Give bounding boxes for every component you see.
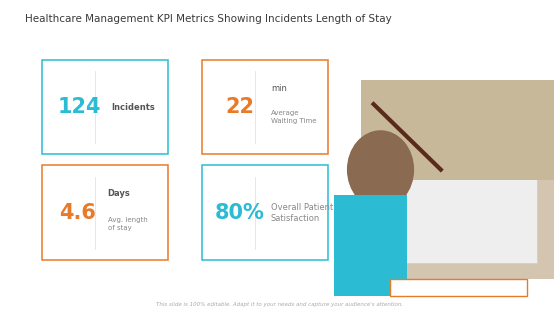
Bar <box>202 165 328 260</box>
Text: min: min <box>271 84 287 93</box>
Bar <box>202 60 328 154</box>
Bar <box>361 80 554 279</box>
Bar <box>390 279 527 296</box>
Text: 22: 22 <box>225 97 254 117</box>
Ellipse shape <box>347 130 414 209</box>
Text: Avg. length
of stay: Avg. length of stay <box>108 217 147 231</box>
Text: This slide is 100% editable. Adapt it to your needs and capture your audience's : This slide is 100% editable. Adapt it to… <box>156 302 404 307</box>
Bar <box>372 164 536 263</box>
Text: Days: Days <box>108 189 130 198</box>
Text: Overall Patient
Satisfaction: Overall Patient Satisfaction <box>271 203 333 223</box>
Bar <box>42 165 168 260</box>
Text: Healthcare Management KPI Metrics Showing Incidents Length of Stay: Healthcare Management KPI Metrics Showin… <box>25 14 392 24</box>
Text: Average
Waiting Time: Average Waiting Time <box>271 110 316 123</box>
Text: 4.6: 4.6 <box>59 203 96 223</box>
Bar <box>42 60 168 154</box>
Bar <box>361 80 554 180</box>
Text: 124: 124 <box>58 97 101 117</box>
Bar <box>334 279 451 296</box>
Text: 80%: 80% <box>214 203 264 223</box>
Bar <box>334 195 407 279</box>
Text: Incidents: Incidents <box>111 103 155 112</box>
